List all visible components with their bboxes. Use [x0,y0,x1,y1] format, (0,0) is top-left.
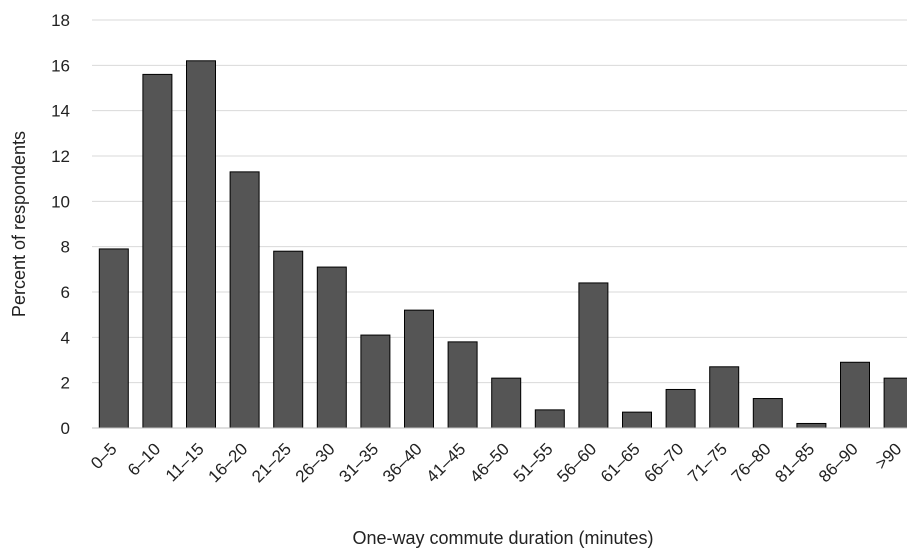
x-tick-label: 36–40 [379,439,426,486]
x-tick-label: 66–70 [641,439,688,486]
x-tick-label: 11–15 [162,439,208,485]
grid-lines [92,19,907,384]
bar-4 [273,250,304,429]
x-tick-label: 76–80 [728,439,775,486]
y-axis-ticks: 0 2 4 6 8 10 12 14 16 18 [51,11,70,438]
bar-17 [840,361,870,429]
bar-15 [752,398,783,429]
x-tick-label: 46–50 [466,439,513,486]
x-tick-label: 21–25 [248,439,295,486]
y-tick-label: 10 [51,192,70,211]
x-tick-label: 6–10 [124,439,164,479]
bar-13 [665,388,696,429]
x-tick-label: 56–60 [553,439,600,486]
bar-6 [360,334,391,429]
x-tick-label: 31–35 [335,439,382,486]
x-axis-title: One-way commute duration (minutes) [352,528,653,548]
y-tick-label: 14 [51,102,70,121]
y-tick-label: 0 [61,419,70,438]
x-tick-label: 81–85 [771,439,818,486]
bar-1 [142,73,173,429]
y-tick-label: 2 [61,374,70,393]
y-tick-label: 12 [51,147,70,166]
bar-14 [709,366,740,429]
bar-5 [316,266,347,429]
y-tick-label: 16 [51,56,70,75]
x-tick-label: >90 [872,439,906,473]
bar-7 [404,309,434,429]
bar-16 [796,422,827,429]
bar-10 [534,409,565,429]
bar-11 [578,282,609,429]
bar-3 [229,171,260,429]
bars [98,60,907,429]
x-tick-label: 26–30 [292,439,339,486]
x-axis-ticks: 0–5 6–1011–1516–2021–2526–3031–3536–4041–… [87,439,905,486]
x-tick-label: 0–5 [87,439,120,472]
bar-8 [447,341,478,429]
bar-12 [622,411,652,429]
y-tick-label: 4 [61,328,70,347]
bar-18 [883,377,907,429]
y-axis-title: Percent of respondents [9,131,29,317]
x-tick-label: 51–55 [510,439,557,486]
x-tick-label: 41–45 [423,439,470,486]
bar-2 [186,60,216,429]
y-tick-label: 6 [61,283,70,302]
x-tick-label: 86–90 [815,439,862,486]
y-tick-label: 8 [61,238,70,257]
bar-0 [98,248,129,429]
x-tick-label: 16–20 [205,439,252,486]
x-tick-label: 71–75 [684,439,731,486]
x-tick-label: 61–65 [597,439,644,486]
bar-9 [491,377,522,429]
y-tick-label: 18 [51,11,70,30]
